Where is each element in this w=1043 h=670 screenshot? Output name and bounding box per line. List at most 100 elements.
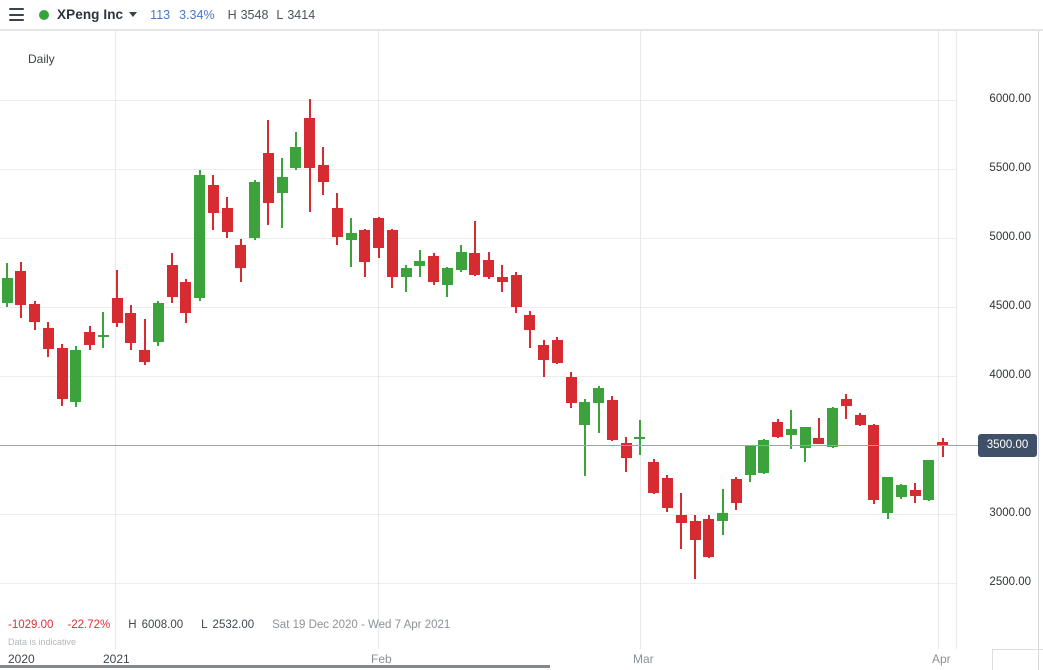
period-low: 2532.00 xyxy=(212,619,255,631)
price-tick-label: 2500.00 xyxy=(989,576,1031,588)
quote-change-pct: 3.34% xyxy=(179,7,215,22)
candle-body[interactable] xyxy=(785,429,797,435)
candle-body[interactable] xyxy=(593,387,605,403)
candle-body[interactable] xyxy=(400,267,412,278)
candle-body[interactable] xyxy=(565,376,577,403)
candle-body[interactable] xyxy=(84,331,96,345)
candle-body[interactable] xyxy=(868,424,880,501)
candle-body[interactable] xyxy=(29,304,41,323)
candle-body[interactable] xyxy=(428,255,440,283)
candle-body[interactable] xyxy=(276,177,288,194)
candle-body[interactable] xyxy=(579,402,591,425)
candle-body[interactable] xyxy=(744,446,756,475)
candle-body[interactable] xyxy=(469,253,481,276)
candle-body[interactable] xyxy=(42,327,54,350)
candle-body[interactable] xyxy=(262,153,274,203)
quote-high-value: 3548 xyxy=(240,7,269,22)
instrument-name[interactable]: XPeng Inc xyxy=(57,7,124,22)
candle-body[interactable] xyxy=(386,229,398,278)
candle-body[interactable] xyxy=(634,436,646,440)
candle-body[interactable] xyxy=(895,485,907,497)
candle-body[interactable] xyxy=(207,184,219,214)
candle-body[interactable] xyxy=(496,277,508,283)
candle-body[interactable] xyxy=(882,476,894,514)
candle-body[interactable] xyxy=(648,462,660,493)
data-indicative-watermark: Data is indicative xyxy=(8,637,77,647)
candle-body[interactable] xyxy=(15,271,27,305)
candle-body[interactable] xyxy=(717,513,729,521)
candle-body[interactable] xyxy=(854,415,866,425)
candle-body[interactable] xyxy=(166,264,178,298)
gridline-v xyxy=(378,31,379,649)
chevron-down-icon[interactable] xyxy=(129,12,138,17)
candle-body[interactable] xyxy=(606,400,618,441)
price-tick-label: 5000.00 xyxy=(989,231,1031,243)
candle-body[interactable] xyxy=(772,422,784,437)
candle-body[interactable] xyxy=(373,217,385,248)
candle-body[interactable] xyxy=(661,478,673,508)
candle-body[interactable] xyxy=(827,407,839,448)
candle-body[interactable] xyxy=(414,260,426,266)
candle-body[interactable] xyxy=(675,514,687,523)
menu-icon[interactable] xyxy=(9,8,24,21)
candle-body[interactable] xyxy=(249,182,261,238)
candle-body[interactable] xyxy=(799,427,811,448)
candle-body[interactable] xyxy=(937,442,949,445)
candle-body[interactable] xyxy=(909,489,921,497)
timeframe-label[interactable]: Daily xyxy=(28,52,55,66)
time-tick-label: Feb xyxy=(371,652,392,666)
candle-body[interactable] xyxy=(730,478,742,503)
candle-body[interactable] xyxy=(923,460,935,501)
price-tick-label: 5500.00 xyxy=(989,162,1031,174)
candle-wick xyxy=(102,311,105,348)
candle-wick xyxy=(143,319,146,365)
candle-body[interactable] xyxy=(331,208,343,238)
candle-body[interactable] xyxy=(703,518,715,557)
candle-body[interactable] xyxy=(152,302,164,343)
current-price-line xyxy=(0,445,980,446)
candle-body[interactable] xyxy=(441,267,453,285)
gridline-v xyxy=(640,31,641,649)
time-tick-label: Mar xyxy=(633,652,654,666)
candle-body[interactable] xyxy=(304,117,316,169)
plot-area[interactable] xyxy=(0,31,956,649)
price-tick-label: 4500.00 xyxy=(989,300,1031,312)
candle-body[interactable] xyxy=(125,313,137,343)
candle-wick xyxy=(845,393,848,419)
price-tick-label: 4000.00 xyxy=(989,369,1031,381)
candle-body[interactable] xyxy=(524,315,536,330)
candle-body[interactable] xyxy=(194,175,206,299)
candle-body[interactable] xyxy=(70,349,82,403)
price-tick-label: 3000.00 xyxy=(989,507,1031,519)
candle-body[interactable] xyxy=(620,442,632,459)
candle-body[interactable] xyxy=(111,298,123,323)
candle-wick xyxy=(405,264,408,292)
candle-body[interactable] xyxy=(97,334,109,338)
candle-wick xyxy=(350,217,352,267)
axis-corner-line-h xyxy=(992,649,1043,650)
candle-wick xyxy=(281,157,284,229)
candle-body[interactable] xyxy=(455,251,467,270)
candle-body[interactable] xyxy=(180,282,192,314)
candle-body[interactable] xyxy=(1,278,13,303)
chart-region: Daily 3500.00 6000.00 5500.00 5000.00 4500.… xyxy=(0,31,1043,670)
candle-body[interactable] xyxy=(345,233,357,241)
candle-body[interactable] xyxy=(221,208,233,232)
candle-body[interactable] xyxy=(510,275,522,307)
candle-body[interactable] xyxy=(689,520,701,541)
horizontal-scrollbar-thumb[interactable] xyxy=(0,665,550,668)
candle-body[interactable] xyxy=(538,344,550,361)
candle-wick xyxy=(721,489,724,535)
candle-body[interactable] xyxy=(139,349,151,363)
candle-body[interactable] xyxy=(56,348,68,400)
candle-body[interactable] xyxy=(317,164,329,183)
candle-body[interactable] xyxy=(813,438,825,444)
candle-body[interactable] xyxy=(359,229,371,263)
candle-body[interactable] xyxy=(551,340,563,363)
candle-body[interactable] xyxy=(758,440,770,474)
candle-body[interactable] xyxy=(235,244,247,268)
candle-body[interactable] xyxy=(290,146,302,169)
candle-body[interactable] xyxy=(840,398,852,406)
quote-high-label: H xyxy=(227,7,237,22)
candle-body[interactable] xyxy=(483,260,495,278)
